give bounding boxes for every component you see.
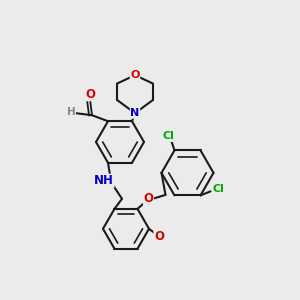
- Text: Cl: Cl: [213, 184, 224, 194]
- Text: O: O: [143, 192, 154, 206]
- Text: O: O: [130, 70, 140, 80]
- Text: NH: NH: [94, 174, 114, 187]
- Text: H: H: [67, 107, 75, 117]
- Text: Cl: Cl: [163, 131, 174, 141]
- Text: O: O: [154, 230, 164, 243]
- Text: O: O: [85, 88, 95, 101]
- Text: N: N: [130, 108, 140, 118]
